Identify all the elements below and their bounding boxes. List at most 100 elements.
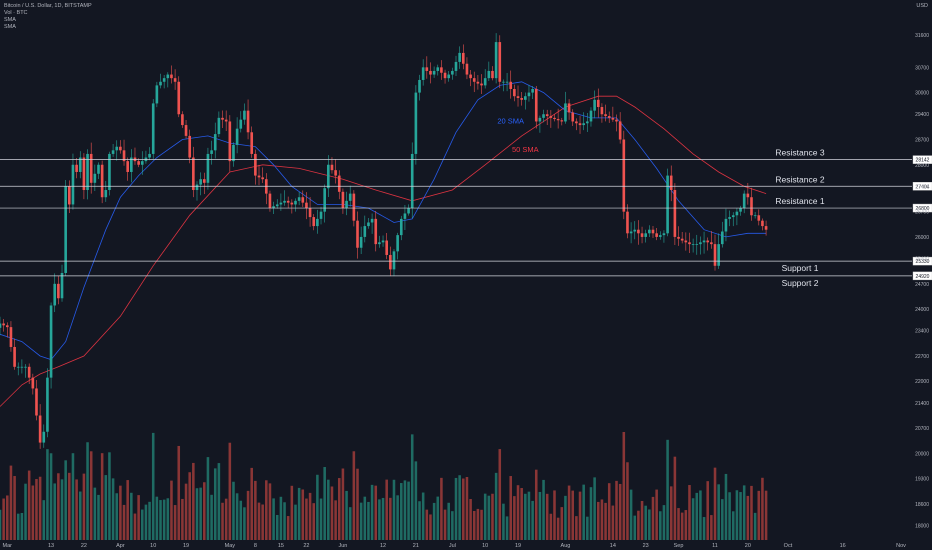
volume-bar [243, 507, 246, 540]
candle-body [104, 190, 108, 198]
price-tag-text: 28142 [916, 158, 930, 164]
volume-bar [498, 449, 502, 540]
y-tick-label: 18600 [915, 502, 929, 508]
candle-body [713, 244, 717, 266]
volume-bar [24, 483, 27, 540]
level-label: Resistance 2 [775, 174, 824, 184]
candle-body [710, 242, 713, 245]
candle-body [181, 114, 184, 126]
candle-body [359, 236, 363, 248]
volume-bar [575, 516, 578, 540]
volume-bar [122, 504, 126, 540]
volume-bar [140, 509, 144, 540]
level-label: Support 2 [782, 278, 819, 288]
volume-bar [742, 485, 746, 540]
candle-body [184, 125, 188, 136]
y-tick-label: 21400 [915, 401, 929, 407]
y-tick-label: 20000 [915, 451, 929, 457]
y-tick-label: 26700 [915, 210, 929, 216]
candle-body [691, 244, 695, 245]
volume-bar [469, 499, 472, 540]
volume-bar [421, 492, 425, 540]
sma-legend-2: SMA [4, 24, 16, 30]
volume-bar [436, 496, 440, 540]
y-tick-label: 30000 [915, 91, 929, 97]
candle-body [476, 81, 480, 84]
candle-body [451, 70, 454, 75]
volume-bar [341, 468, 345, 540]
volume-bar [753, 512, 757, 540]
volume-bar [702, 517, 706, 540]
candle-body [440, 67, 443, 73]
candle-body [567, 103, 571, 113]
y-tick-label: 31600 [915, 33, 929, 39]
candle-body [250, 132, 254, 154]
volume-bar [42, 500, 46, 540]
volume-bar [483, 493, 487, 540]
volume-bar [556, 517, 560, 540]
volume-bar [151, 432, 155, 540]
y-tick-label: 23400 [915, 329, 929, 335]
candle-body [640, 233, 644, 237]
candle-body [126, 161, 129, 172]
candle-body [228, 121, 232, 162]
candle-body [644, 233, 648, 237]
candle-body [82, 157, 86, 191]
volume-bar [75, 479, 78, 540]
candle-body [5, 325, 9, 328]
candle-body [637, 229, 640, 234]
candle-body [100, 164, 104, 198]
volume-bar [246, 490, 250, 540]
x-tick-label: 15 [278, 543, 284, 549]
x-tick-label: Mar [3, 543, 13, 549]
y-tick-label: 30700 [915, 65, 929, 71]
volume-bar [710, 515, 713, 540]
x-tick-label: 23 [643, 543, 649, 549]
candle-body [655, 233, 658, 237]
volume-bar [312, 503, 316, 540]
candle-body [596, 99, 600, 108]
candle-body [396, 235, 399, 252]
candle-body [509, 81, 513, 89]
x-tick-label: 22 [81, 543, 87, 549]
price-tag [912, 271, 932, 281]
candle-body [403, 213, 407, 219]
candle-body [418, 79, 421, 93]
volume-bar [706, 481, 709, 540]
currency-label: USD [916, 3, 928, 9]
volume-bar [604, 502, 607, 540]
volume-bar [38, 476, 42, 540]
volume-bar [728, 492, 731, 540]
volume-bar [443, 509, 447, 540]
volume-bar [487, 495, 491, 540]
candle-body [407, 208, 410, 214]
volume-bar [615, 480, 618, 540]
volume-bar [363, 496, 367, 540]
volume-bar [359, 502, 363, 540]
volume-bar [286, 516, 290, 540]
volume-bar [476, 508, 480, 540]
volume-bar [352, 451, 356, 540]
candle-body [527, 92, 531, 97]
volume-bar [345, 490, 348, 540]
candle-body [534, 88, 538, 122]
volume-bar [370, 484, 374, 540]
candle-body [381, 240, 385, 243]
sma-annotation: 50 SMA [512, 145, 539, 154]
candle-body [735, 211, 739, 216]
candle-body [443, 72, 447, 79]
volume-bar [629, 489, 633, 540]
y-tick-label: 20700 [915, 426, 929, 432]
candle-body [717, 244, 720, 266]
volume-bar [385, 479, 388, 540]
volume-bar [392, 479, 396, 540]
volume-bar [294, 504, 297, 540]
volume-bar [235, 493, 239, 540]
candle-body [60, 273, 64, 299]
volume-bar [381, 497, 385, 540]
candle-body [731, 215, 735, 218]
volume-bar [265, 480, 268, 540]
candle-body [673, 190, 677, 237]
